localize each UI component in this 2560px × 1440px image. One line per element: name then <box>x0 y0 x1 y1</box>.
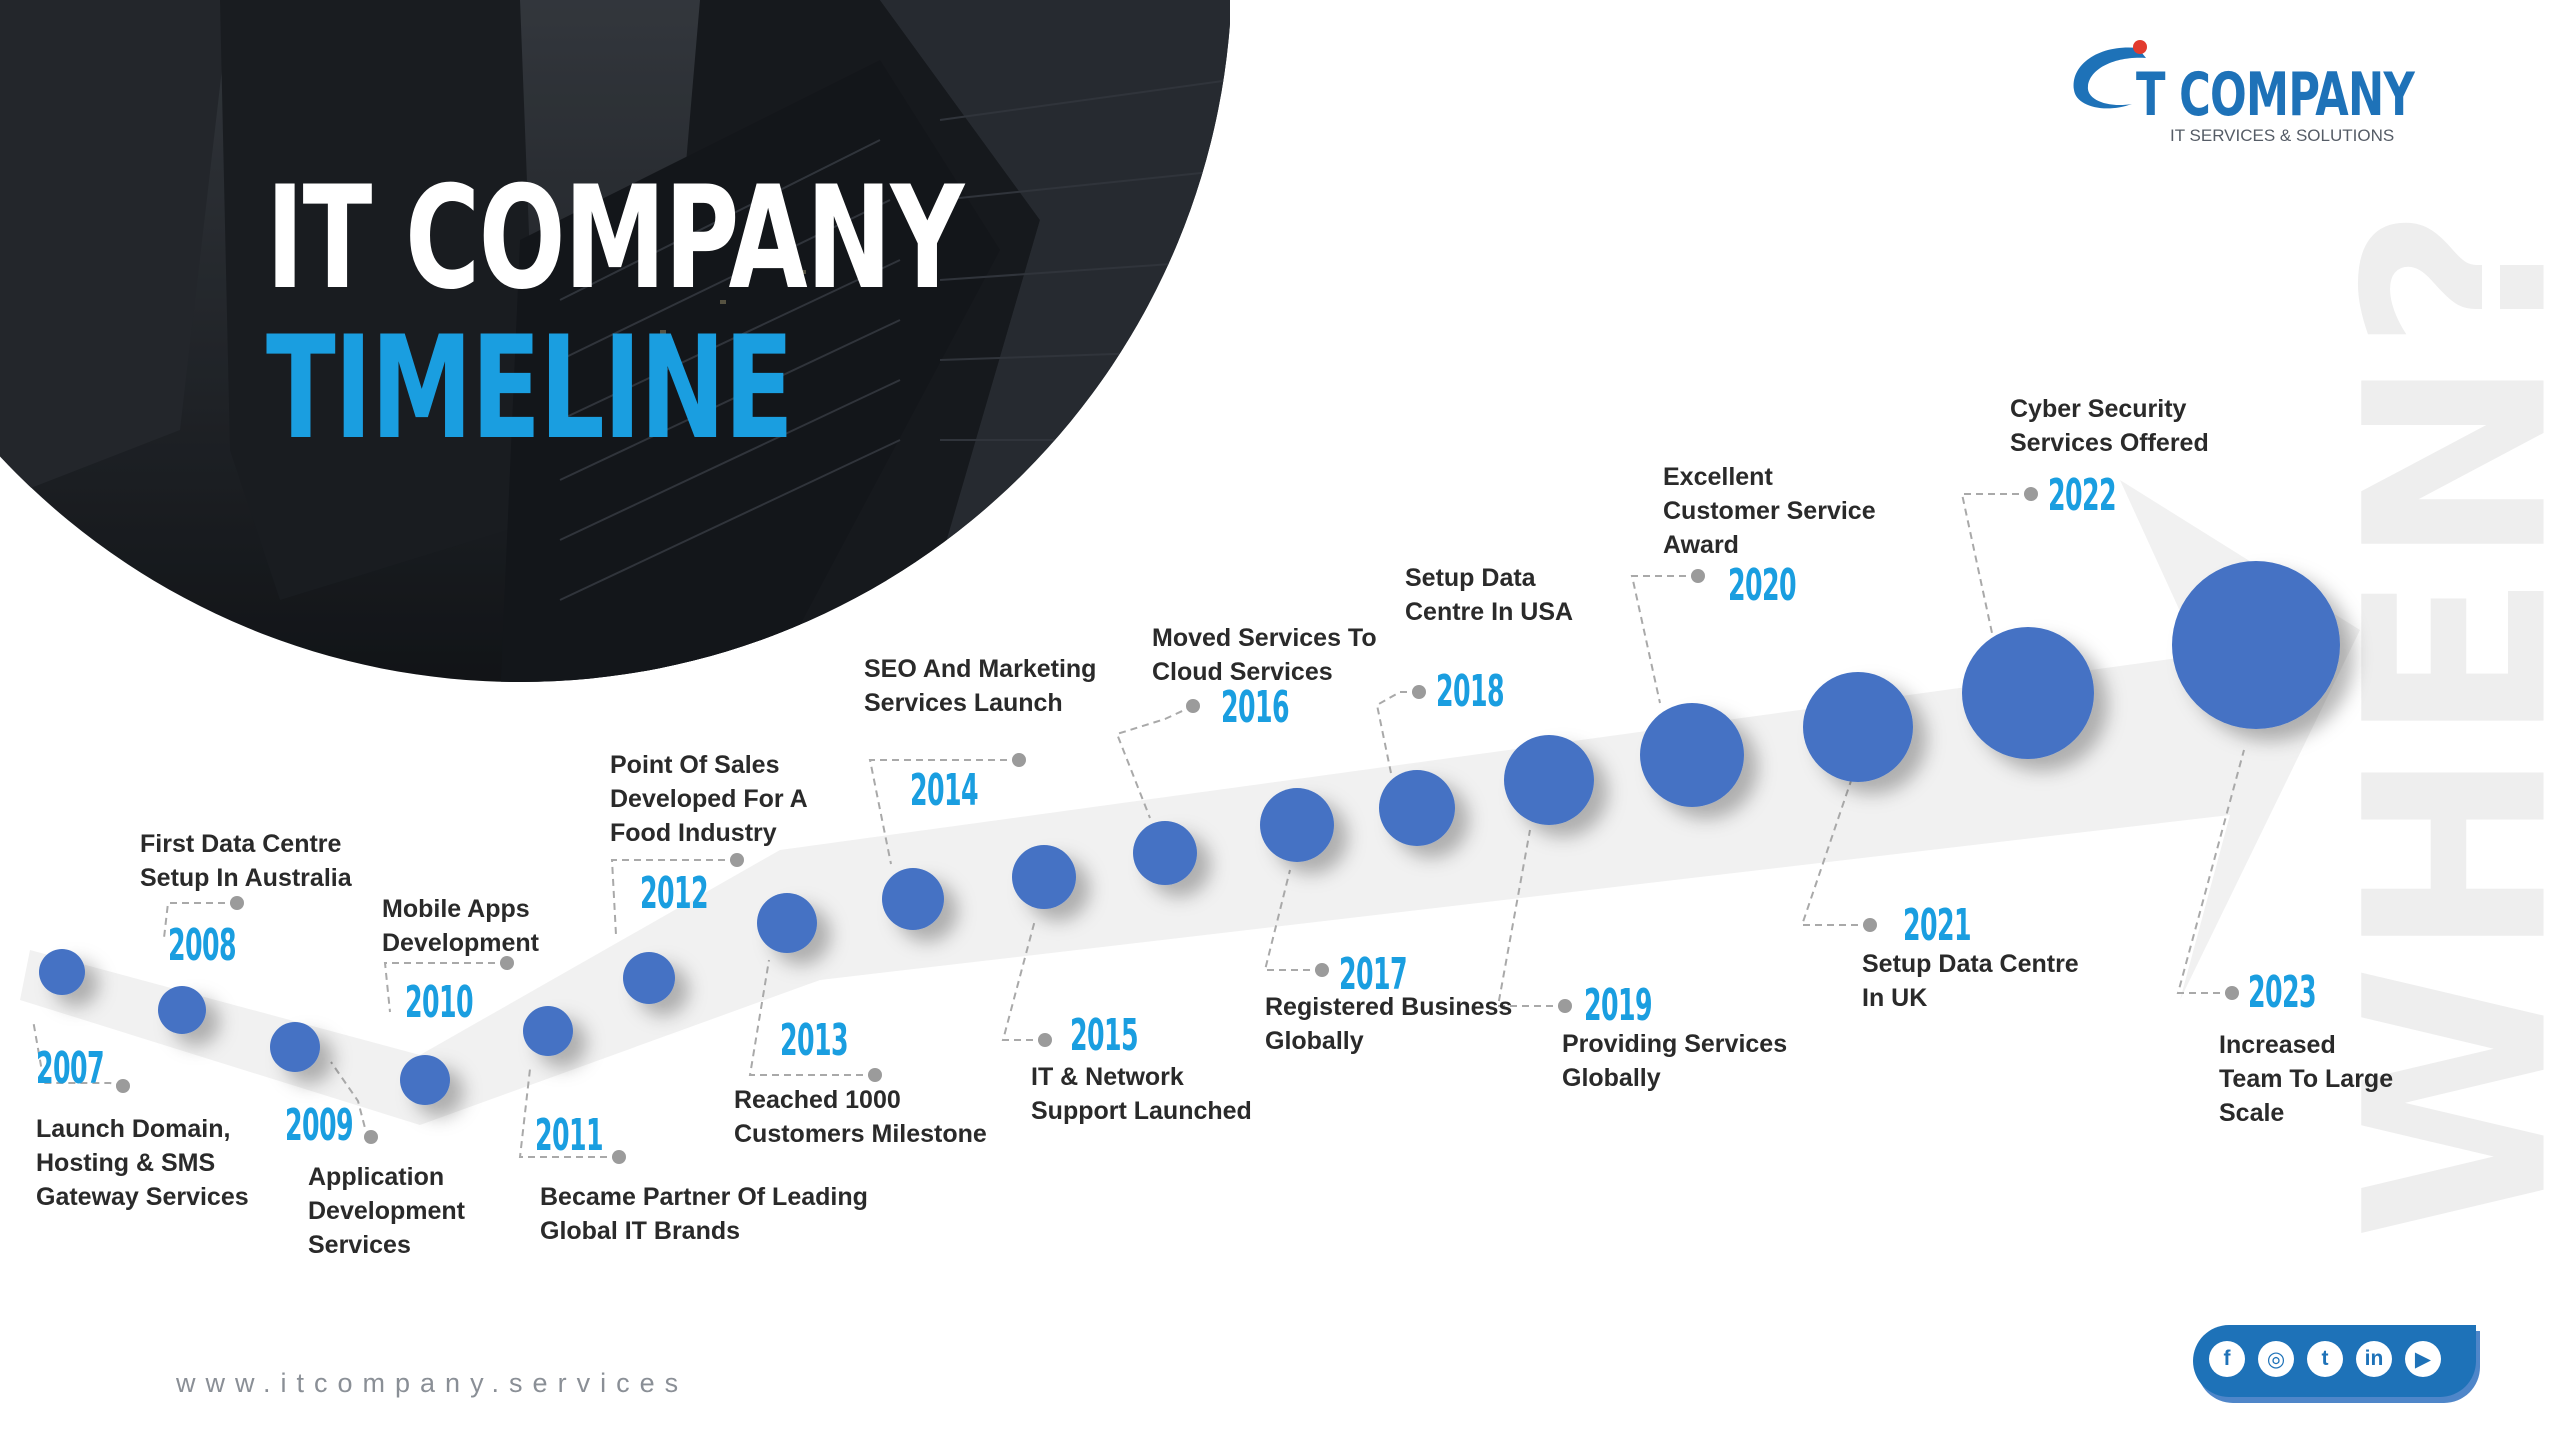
milestone-2014-connector <box>868 759 1019 865</box>
milestone-2015-description: IT & Network Support Launched <box>1031 1063 1252 1125</box>
milestone-2020-description: Excellent Customer Service Award <box>1663 463 1876 559</box>
milestone-2011-year: 2011 <box>535 1110 603 1161</box>
logo-tagline: IT SERVICES & SOLUTIONS <box>2170 126 2395 145</box>
milestone-2008-connector <box>163 902 237 939</box>
instagram-icon[interactable]: ◎ <box>2258 1341 2294 1377</box>
milestone-2015-connector <box>1001 919 1045 1041</box>
milestone-2009-node <box>270 1022 320 1072</box>
youtube-icon[interactable]: ▶ <box>2405 1341 2441 1377</box>
milestone-2023-year: 2023 <box>2248 967 2316 1018</box>
milestone-2010-connector-dot <box>500 956 514 970</box>
milestone-2021-year: 2021 <box>1903 900 1971 951</box>
milestone-2008-year: 2008 <box>168 920 236 971</box>
hero-banner: IT COMPANY TIMELINE <box>0 0 1230 690</box>
website-url[interactable]: www.itcompany.services <box>176 1368 689 1398</box>
milestone-2012-connector-dot <box>730 853 744 867</box>
timeline-arrow <box>20 480 2360 1125</box>
milestone-2013-connector-dot <box>868 1068 882 1082</box>
milestone-2015-year: 2015 <box>1070 1010 1138 1061</box>
milestone-2023-description: Increased Team To Large Scale <box>2219 1031 2393 1127</box>
milestone-2021-connector <box>1800 774 1870 926</box>
milestone-2011-description: Became Partner Of Leading Global IT Brand… <box>540 1183 868 1245</box>
milestone-2018-node <box>1379 770 1455 846</box>
milestone-2011-connector-dot <box>612 1150 626 1164</box>
milestone-2018-connector <box>1375 691 1419 774</box>
logo-name: T COMPANY <box>2136 60 2415 130</box>
milestone-2016-connector <box>1115 705 1194 819</box>
company-logo: T COMPANY IT SERVICES & SOLUTIONS <box>2060 36 2415 156</box>
milestone-2007-description: Launch Domain, Hosting & SMS Gateway Servi… <box>36 1115 249 1211</box>
hero-title-line-1: IT COMPANY <box>266 156 964 321</box>
milestone-2013-description: Reached 1000 Customers Milestone <box>734 1086 987 1148</box>
milestone-2014-description: SEO And Marketing Services Launch <box>864 655 1096 717</box>
milestone-2015-node <box>1012 845 1076 909</box>
milestone-2011-node <box>523 1006 573 1056</box>
milestone-2008-description: First Data Centre Setup In Australia <box>140 830 353 892</box>
milestone-2013-connector <box>748 959 875 1076</box>
milestone-2012-year: 2012 <box>640 868 708 919</box>
milestone-2010-node <box>400 1055 450 1105</box>
twitter-icon[interactable]: t <box>2307 1341 2343 1377</box>
milestone-2016-year: 2016 <box>1221 682 1289 733</box>
milestone-2009-description: Application Development Services <box>308 1163 466 1259</box>
milestone-2023-node <box>2172 561 2340 729</box>
milestone-2007-node <box>39 949 85 995</box>
milestone-2014-year: 2014 <box>910 765 978 816</box>
milestone-2019-node <box>1504 735 1594 825</box>
milestone-2017-connector-dot <box>1315 963 1329 977</box>
milestone-2018-year: 2018 <box>1436 666 1504 717</box>
building-photo <box>0 0 1230 682</box>
milestone-2015-connector-dot <box>1038 1033 1052 1047</box>
milestone-2009-year: 2009 <box>285 1100 353 1151</box>
milestone-2022-description: Cyber Security Services Offered <box>2010 395 2209 457</box>
milestone-2016-node <box>1133 821 1197 885</box>
milestone-2007-connector-dot <box>116 1079 130 1093</box>
milestone-2022-node <box>1962 627 2094 759</box>
milestone-2017-year: 2017 <box>1339 949 1407 1000</box>
milestone-2014-connector-dot <box>1012 753 1026 767</box>
social-links-bar: f ◎ t in ▶ <box>2193 1325 2476 1397</box>
milestone-2010-connector <box>383 962 507 1013</box>
milestone-2021-description: Setup Data Centre In UK <box>1862 950 2079 1012</box>
milestone-2013-node <box>757 893 817 953</box>
milestone-2008-node <box>158 986 206 1034</box>
milestone-2007-year: 2007 <box>36 1043 104 1094</box>
milestone-2022-connector-dot <box>2024 487 2038 501</box>
milestone-2010-year: 2010 <box>405 977 473 1028</box>
milestone-2019-connector-dot <box>1558 999 1572 1013</box>
milestone-2023-connector-dot <box>2225 986 2239 1000</box>
milestone-2013-year: 2013 <box>780 1015 848 1066</box>
linkedin-icon[interactable]: in <box>2356 1341 2392 1377</box>
milestone-2012-node <box>623 952 675 1004</box>
milestone-2020-connector <box>1630 575 1698 704</box>
milestone-2017-description: Registered Business Globally <box>1265 993 1512 1055</box>
milestone-2009-connector-dot <box>364 1130 378 1144</box>
milestone-2020-year: 2020 <box>1728 560 1796 611</box>
milestone-2019-description: Providing Services Globally <box>1562 1030 1787 1092</box>
milestone-2021-connector-dot <box>1863 918 1877 932</box>
milestone-2012-description: Point Of Sales Developed For A Food Indust… <box>610 751 808 847</box>
milestone-2016-description: Moved Services To Cloud Services <box>1152 624 1377 686</box>
milestone-2022-year: 2022 <box>2048 470 2116 521</box>
milestone-2012-connector <box>610 859 737 936</box>
milestone-2022-connector <box>1960 493 2031 634</box>
milestone-2019-connector <box>1496 829 1565 1007</box>
milestone-2008-connector-dot <box>230 896 244 910</box>
milestone-2020-node <box>1640 703 1744 807</box>
milestone-2018-description: Setup Data Centre In USA <box>1405 564 1573 626</box>
milestone-2020-connector-dot <box>1691 569 1705 583</box>
milestone-2018-connector-dot <box>1412 685 1426 699</box>
milestone-2010-description: Mobile Apps Development <box>382 895 540 957</box>
logo-swoosh-icon <box>2073 40 2147 109</box>
milestone-2021-node <box>1803 672 1913 782</box>
hero-title-line-2: TIMELINE <box>266 306 794 471</box>
milestone-2014-node <box>882 868 944 930</box>
facebook-icon[interactable]: f <box>2209 1341 2245 1377</box>
milestone-2016-connector-dot <box>1186 699 1200 713</box>
milestone-2017-node <box>1260 788 1334 862</box>
milestone-2019-year: 2019 <box>1584 980 1652 1031</box>
